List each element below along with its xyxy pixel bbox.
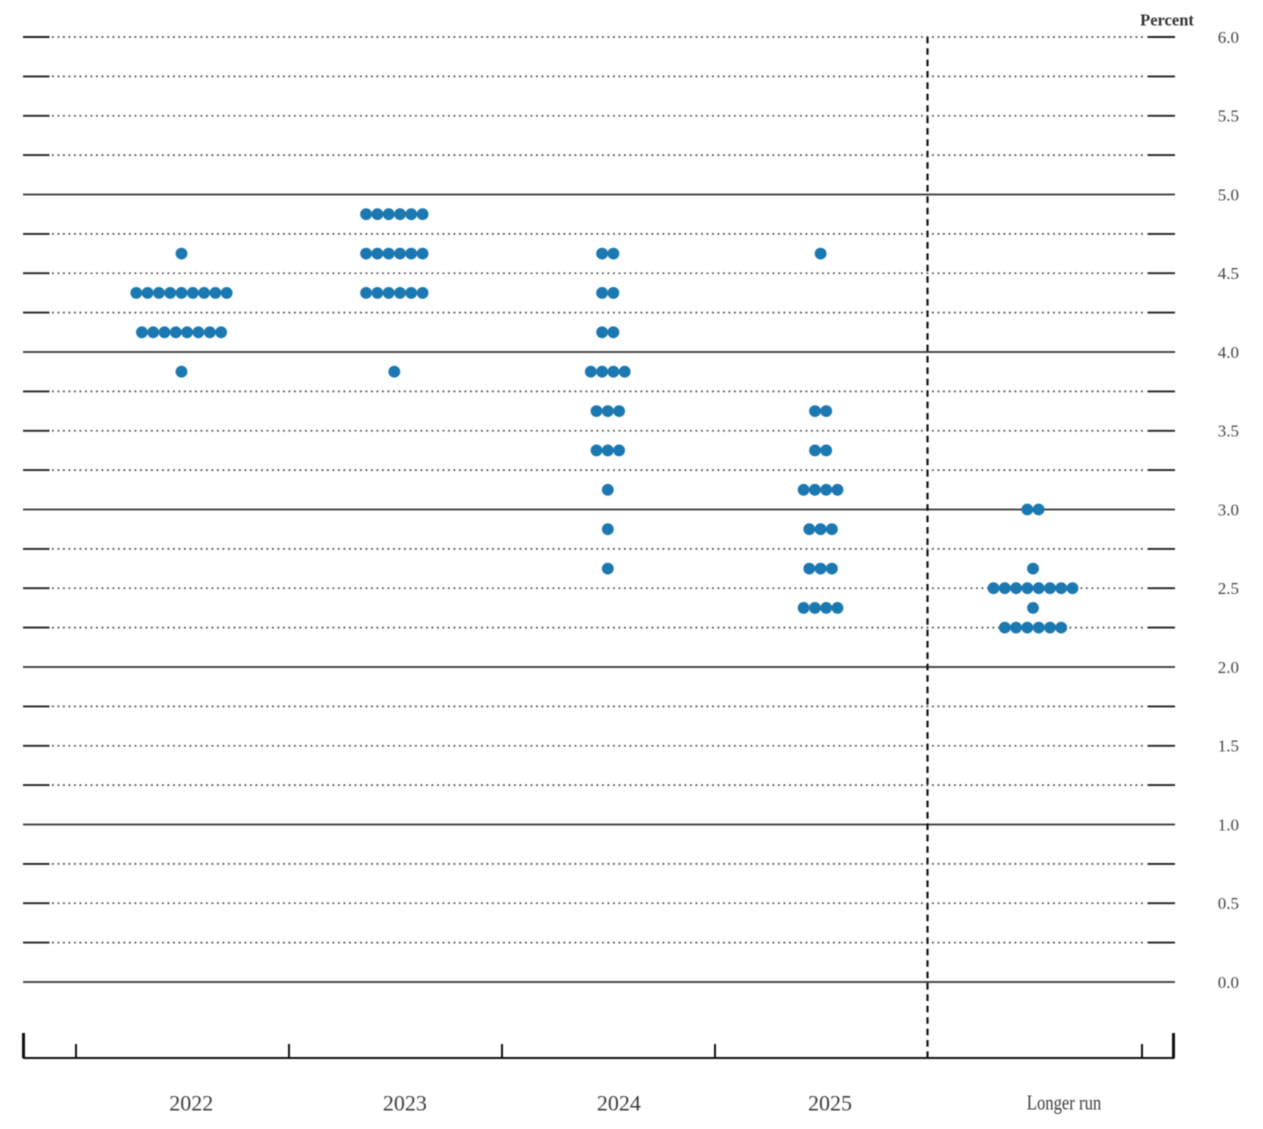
svg-text:2023: 2023 — [383, 1091, 427, 1116]
svg-text:1.5: 1.5 — [1218, 737, 1239, 756]
svg-text:2024: 2024 — [597, 1091, 641, 1116]
svg-text:3.0: 3.0 — [1218, 500, 1239, 519]
svg-text:2.0: 2.0 — [1218, 658, 1239, 677]
svg-text:4.5: 4.5 — [1218, 264, 1239, 283]
svg-text:3.5: 3.5 — [1218, 422, 1239, 441]
svg-text:6.0: 6.0 — [1218, 28, 1239, 47]
svg-text:4.0: 4.0 — [1218, 343, 1239, 362]
svg-text:2025: 2025 — [808, 1091, 852, 1116]
svg-text:0.0: 0.0 — [1218, 973, 1239, 992]
svg-text:5.0: 5.0 — [1218, 185, 1239, 204]
svg-text:1.0: 1.0 — [1218, 815, 1239, 834]
svg-text:2.5: 2.5 — [1218, 579, 1239, 598]
svg-text:Percent: Percent — [1140, 11, 1194, 30]
svg-text:Longer run: Longer run — [1027, 1092, 1102, 1115]
svg-text:0.5: 0.5 — [1218, 894, 1239, 913]
svg-text:5.5: 5.5 — [1218, 107, 1239, 126]
svg-text:2022: 2022 — [169, 1091, 213, 1116]
